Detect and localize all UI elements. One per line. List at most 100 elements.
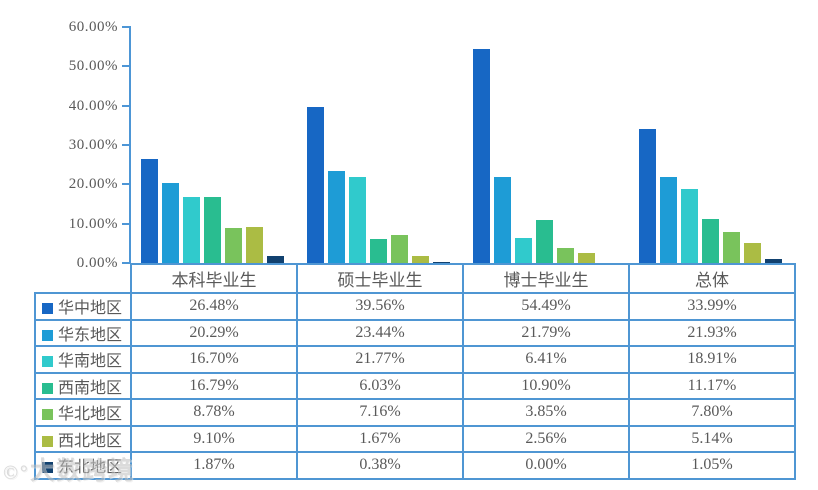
table-corner-cell [35,264,131,293]
value-cell: 20.29% [130,318,298,347]
value-cell: 54.49% [462,292,630,321]
value-cell: 10.90% [462,371,630,400]
value-cell: 3.85% [462,398,630,427]
region-legend-cell: 华北地区 [34,398,132,427]
table-row: 华北地区 8.78% 7.16% 3.85% 7.80% [34,398,796,427]
region-legend-cell: 西南地区 [34,371,132,400]
bar-西北地区-本科毕业生 [246,227,263,263]
column-header: 博士毕业生 [462,263,630,294]
region-legend-cell: 华南地区 [34,345,132,374]
bar-华东地区-博士毕业生 [494,177,511,263]
y-axis-tick [122,65,130,68]
value-cell: 21.93% [628,318,796,347]
value-cell: 6.41% [462,345,630,374]
bar-西南地区-总体 [702,219,719,263]
region-label: 华南地区 [58,353,123,371]
value-cell: 23.44% [296,318,464,347]
y-axis-tick [122,26,130,28]
region-label: 华东地区 [58,326,123,344]
region-legend-cell: 华东地区 [34,318,132,347]
bar-西南地区-硕士毕业生 [370,239,387,263]
value-cell: 6.03% [296,371,464,400]
bar-华中地区-硕士毕业生 [307,107,324,263]
value-cell: 26.48% [130,292,298,321]
bar-华北地区-本科毕业生 [225,228,242,263]
column-header: 本科毕业生 [130,263,298,294]
region-label: 华中地区 [58,300,123,318]
bar-华东地区-总体 [660,177,677,263]
value-cell: 33.99% [628,292,796,321]
y-axis-tick [122,262,130,264]
value-cell: 21.79% [462,318,630,347]
bar-华中地区-博士毕业生 [473,49,490,263]
value-cell: 0.00% [462,451,630,480]
table-row: 华南地区 16.70% 21.77% 6.41% 18.91% [34,345,796,374]
y-axis-tick-label: 40.00% [68,97,118,114]
bar-西北地区-硕士毕业生 [412,256,429,263]
y-axis-tick [122,183,130,186]
y-axis-tick-label: 50.00% [68,58,118,75]
bar-东北地区-硕士毕业生 [433,262,450,263]
value-cell: 8.78% [130,398,298,427]
y-axis-tick [122,144,130,146]
y-axis-tick [122,104,130,107]
table-header-row: 本科毕业生 硕士毕业生 博士毕业生 总体 [35,263,796,294]
bar-西南地区-博士毕业生 [536,220,553,263]
bar-华北地区-博士毕业生 [557,248,574,263]
bar-西北地区-博士毕业生 [578,253,595,263]
column-header: 总体 [628,263,796,294]
y-axis-tick-label: 20.00% [68,176,118,193]
y-axis-tick-label: 60.00% [68,19,118,35]
column-header: 硕士毕业生 [296,263,464,294]
legend-swatch-icon [42,382,53,394]
legend-swatch-icon [42,303,53,315]
y-axis-line [129,26,131,264]
value-cell: 16.79% [130,371,298,400]
region-label: 西南地区 [58,379,123,397]
value-cell: 1.05% [628,451,796,480]
bar-华北地区-硕士毕业生 [391,235,408,263]
data-table: 本科毕业生 硕士毕业生 博士毕业生 总体 华中地区 26.48% 39.56% 54.49% 3… [34,263,796,480]
y-axis-tick-label: 10.00% [68,215,118,232]
bar-西北地区-总体 [744,243,761,263]
region-legend-cell: 西北地区 [34,424,132,453]
bar-华南地区-本科毕业生 [183,197,200,263]
value-cell: 21.77% [296,345,464,374]
value-cell: 18.91% [628,345,796,374]
y-axis-tick-label: 30.00% [68,137,118,153]
value-cell: 2.56% [462,424,630,453]
value-cell: 1.87% [130,451,298,480]
bar-西南地区-本科毕业生 [204,197,221,263]
legend-swatch-icon [42,329,53,341]
table-row: 西北地区 9.10% 1.67% 2.56% 5.14% [34,424,796,453]
region-legend-cell: 东北地区 [34,451,132,480]
bar-华南地区-硕士毕业生 [349,177,366,263]
legend-swatch-icon [42,409,53,421]
table-row: 华中地区 26.48% 39.56% 54.49% 33.99% [34,292,796,321]
y-axis-tick [122,222,130,225]
bar-华南地区-博士毕业生 [515,238,532,263]
region-legend-cell: 华中地区 [34,292,132,321]
value-cell: 16.70% [130,345,298,374]
watermark-text: 大数跨境 [29,458,134,485]
watermark: ©°大数跨境 [3,451,134,487]
table-row: 东北地区 1.87% 0.38% 0.00% 1.05% [34,451,796,480]
bar-华南地区-总体 [681,189,698,263]
bar-华中地区-总体 [639,129,656,263]
value-cell: 7.16% [296,398,464,427]
value-cell: 7.80% [628,398,796,427]
value-cell: 1.67% [296,424,464,453]
value-cell: 0.38% [296,451,464,480]
table-row: 西南地区 16.79% 6.03% 10.90% 11.17% [34,371,796,400]
table-row: 华东地区 20.29% 23.44% 21.79% 21.93% [34,318,796,347]
region-label: 东北地区 [58,459,123,477]
watermark-logo-icon: ©° [3,462,28,484]
bar-华北地区-总体 [723,232,740,263]
bar-华中地区-本科毕业生 [141,159,158,263]
bar-华东地区-硕士毕业生 [328,171,345,263]
value-cell: 11.17% [628,371,796,400]
bar-东北地区-本科毕业生 [267,256,284,263]
y-axis-tick-label: 0.00% [76,255,118,271]
legend-swatch-icon [42,435,53,447]
